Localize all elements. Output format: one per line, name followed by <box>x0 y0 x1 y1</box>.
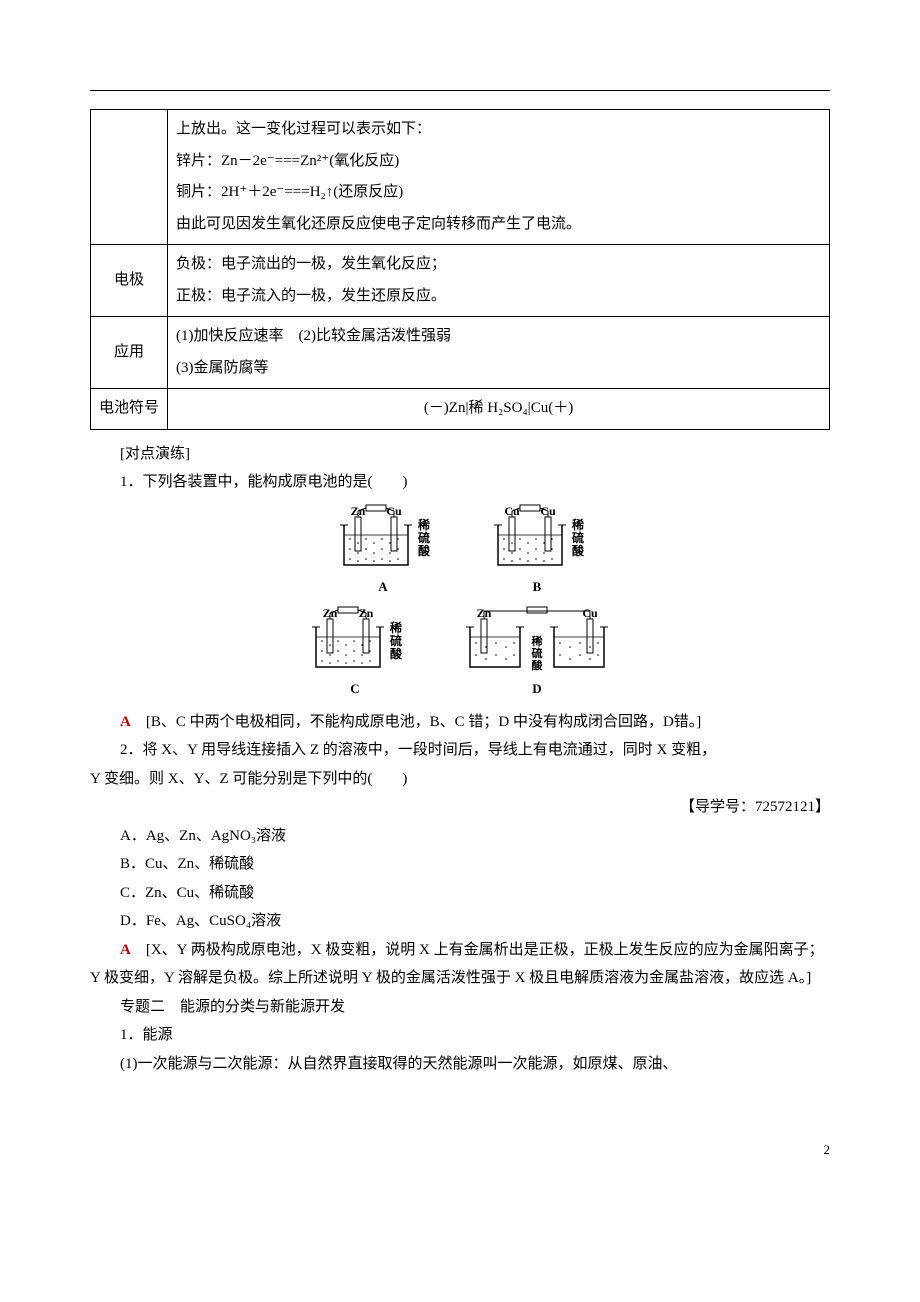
row2-label: 应用 <box>91 317 168 389</box>
q1-answer-text: [B、C 中两个电极相同，不能构成原电池，B、C 错；D 中没有构成闭合回路，D… <box>131 714 701 730</box>
row2-line: (3)金属防腐等 <box>176 353 821 385</box>
diagram-B: Cu Cu 稀硫酸 <box>490 503 584 600</box>
q1-stem: 1．下列各装置中，能构成原电池的是( ) <box>90 468 830 497</box>
row1-line: 负极：电子流出的一极，发生氧化反应； <box>176 249 821 281</box>
beaker-svg-D: Zn Cu <box>462 605 612 675</box>
row0-line: 铜片：2H⁺＋2e⁻===H₂↑(还原反应) <box>176 177 821 209</box>
q2-option-C: C．Zn、Cu、稀硫酸 <box>90 879 830 908</box>
row3-content: (－)Zn|稀 H₂SO₄|Cu(＋) <box>168 389 830 430</box>
q2-option-A: A．Ag、Zn、AgNO₃溶液 <box>90 822 830 851</box>
diagram-A: Zn Cu <box>336 503 430 600</box>
row0-content: 上放出。这一变化过程可以表示如下： 锌片：Zn－2e⁻===Zn²⁺(氧化反应)… <box>168 110 830 245</box>
q2-stem-line2: Y 变细。则 X、Y、Z 可能分别是下列中的( ) <box>90 765 830 794</box>
beaker-svg-A: Zn Cu <box>336 503 416 573</box>
row1-content: 负极：电子流出的一极，发生氧化反应； 正极：电子流入的一极，发生还原反应。 <box>168 245 830 317</box>
row0-line: 由此可见因发生氧化还原反应使电子定向转移而产生了电流。 <box>176 209 821 241</box>
diagram-letter-B: B <box>533 575 542 600</box>
row0-line: 上放出。这一变化过程可以表示如下： <box>176 114 821 146</box>
row0-label-empty <box>91 110 168 245</box>
diagram-C: Zn Zn 稀硫酸 <box>308 605 402 702</box>
liquid-label-C: 稀硫酸 <box>390 622 402 662</box>
liquid-label-B: 稀硫酸 <box>572 519 584 559</box>
beaker-diagram-block: Zn Cu <box>90 503 830 702</box>
svg-text:酸: 酸 <box>532 658 544 672</box>
beaker-svg-C: Zn Zn <box>308 605 388 675</box>
row1-label: 电极 <box>91 245 168 317</box>
svg-text:稀: 稀 <box>532 634 543 648</box>
q1-answer-letter: A <box>120 714 131 730</box>
q2-option-D: D．Fe、Ag、CuSO₄溶液 <box>90 907 830 936</box>
q2-option-B: B．Cu、Zn、稀硫酸 <box>90 850 830 879</box>
concept-table: 上放出。这一变化过程可以表示如下： 锌片：Zn－2e⁻===Zn²⁺(氧化反应)… <box>90 109 830 430</box>
table-row: 电池符号 (－)Zn|稀 H₂SO₄|Cu(＋) <box>91 389 830 430</box>
svg-text:硫: 硫 <box>532 646 543 660</box>
q1-answer: A [B、C 中两个电极相同，不能构成原电池，B、C 错；D 中没有构成闭合回路… <box>90 708 830 737</box>
beaker-svg-B: Cu Cu <box>490 503 570 573</box>
diagram-row-1: Zn Cu <box>90 503 830 600</box>
q2-reference-number: 【导学号：72572121】 <box>90 793 830 822</box>
row1-line: 正极：电子流入的一极，发生还原反应。 <box>176 281 821 313</box>
diagram-D: Zn Cu <box>462 605 612 702</box>
q2-answer-text: [X、Y 两极构成原电池，X 极变粗，说明 X 上有金属析出是正极，正极上发生反… <box>90 942 824 987</box>
topic2-item1-1: (1)一次能源与二次能源：从自然界直接取得的天然能源叫一次能源，如原煤、原油、 <box>90 1050 830 1079</box>
row0-line: 锌片：Zn－2e⁻===Zn²⁺(氧化反应) <box>176 146 821 178</box>
q2-answer: A [X、Y 两极构成原电池，X 极变粗，说明 X 上有金属析出是正极，正极上发… <box>90 936 830 993</box>
diagram-letter-D: D <box>532 677 541 702</box>
table-row: 电极 负极：电子流出的一极，发生氧化反应； 正极：电子流入的一极，发生还原反应。 <box>91 245 830 317</box>
row2-line: (1)加快反应速率 (2)比较金属活泼性强弱 <box>176 321 821 353</box>
q2-answer-letter: A <box>120 942 131 958</box>
q2-stem-line1: 2．将 X、Y 用导线连接插入 Z 的溶液中，一段时间后，导线上有电流通过，同时… <box>90 736 830 765</box>
table-row: 上放出。这一变化过程可以表示如下： 锌片：Zn－2e⁻===Zn²⁺(氧化反应)… <box>91 110 830 245</box>
diagram-letter-A: A <box>378 575 387 600</box>
page-number: 2 <box>90 1138 830 1163</box>
liquid-label-A: 稀硫酸 <box>418 519 430 559</box>
topic2-item1: 1．能源 <box>90 1021 830 1050</box>
row2-content: (1)加快反应速率 (2)比较金属活泼性强弱 (3)金属防腐等 <box>168 317 830 389</box>
row3-label: 电池符号 <box>91 389 168 430</box>
table-row: 应用 (1)加快反应速率 (2)比较金属活泼性强弱 (3)金属防腐等 <box>91 317 830 389</box>
top-horizontal-rule <box>90 90 830 91</box>
diagram-row-2: Zn Zn 稀硫酸 <box>90 605 830 702</box>
exercise-heading: [对点演练] <box>90 440 830 469</box>
diagram-letter-C: C <box>350 677 359 702</box>
topic2-title: 专题二 能源的分类与新能源开发 <box>90 993 830 1022</box>
